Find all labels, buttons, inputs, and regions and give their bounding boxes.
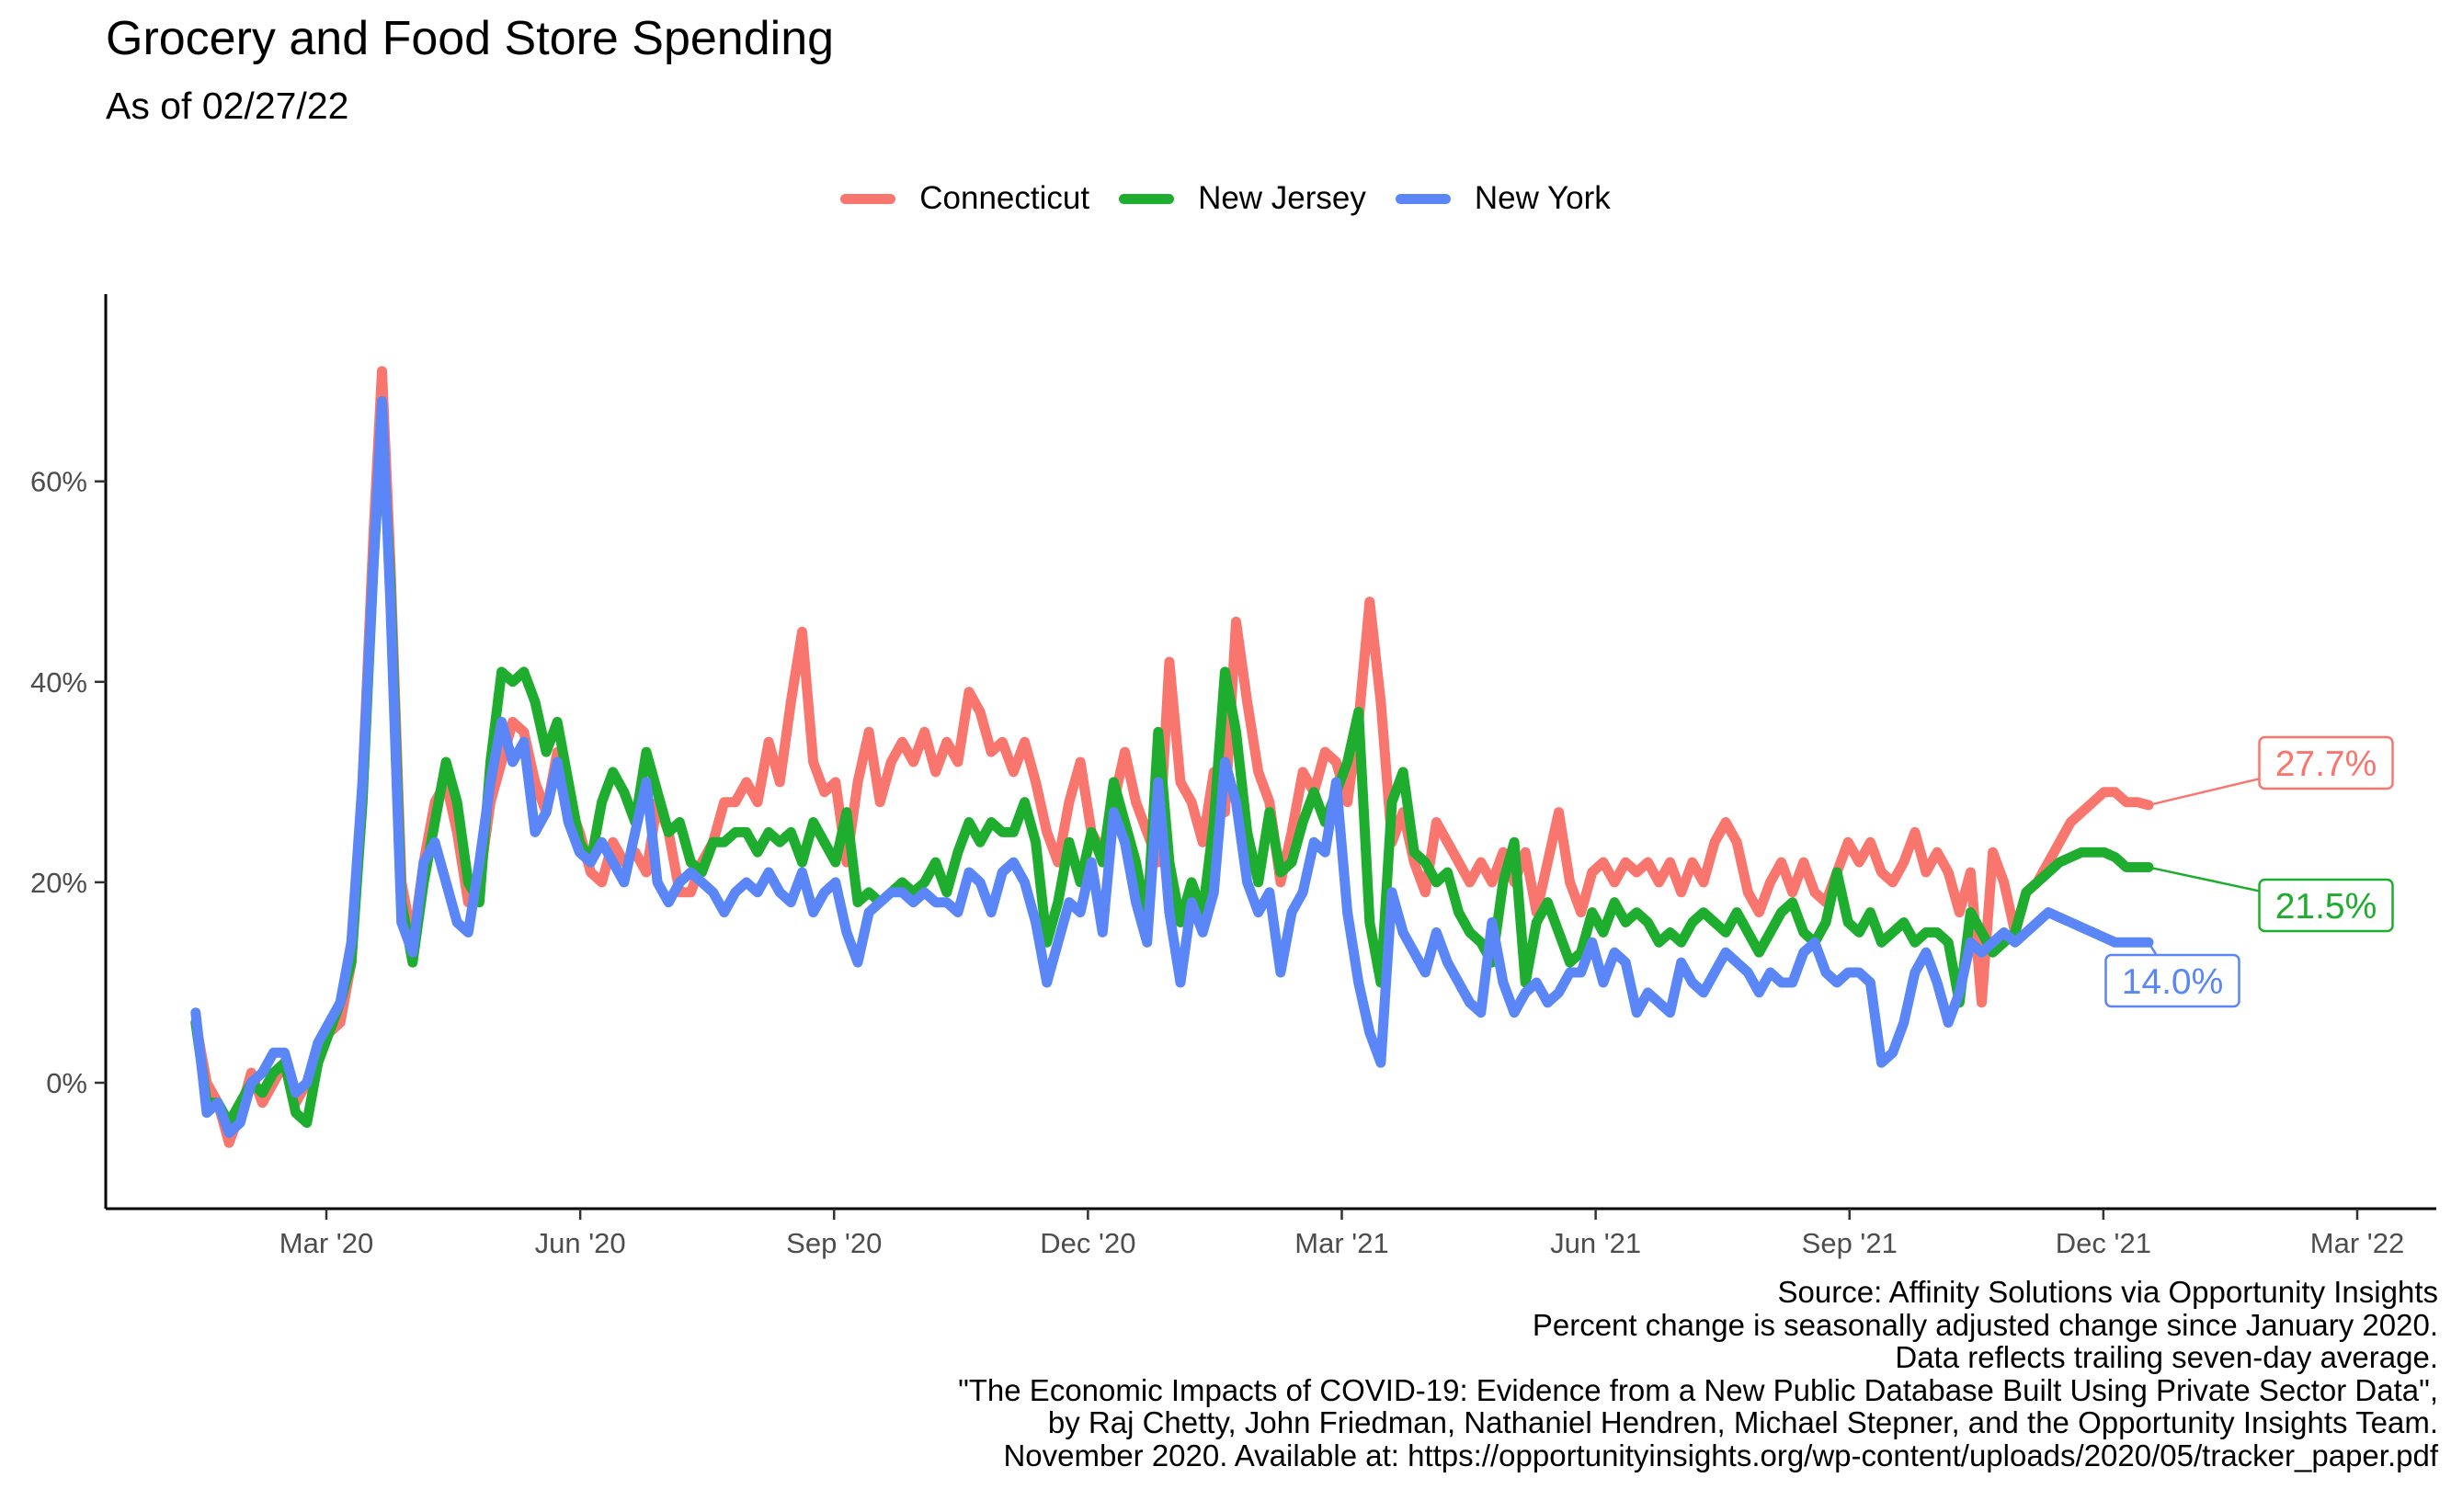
x-tick-label: Sep '21: [1802, 1227, 1898, 1259]
end-label-connecticut: 27.7%: [2148, 735, 2394, 807]
end-label-text: 21.5%: [2275, 887, 2377, 927]
x-tick-label: Mar '21: [1294, 1227, 1388, 1259]
y-tick-label: 20%: [30, 867, 87, 899]
caption-line-3: Data reflects trailing seven-day average…: [1895, 1340, 2438, 1374]
x-tick-label: Jun '21: [1550, 1227, 1641, 1259]
series-layer: [190, 366, 2154, 1148]
line-chart: 0% 20% 40% 60% Mar '20 Jun '20 Sep '20 Dec '20 M…: [30, 294, 2436, 1259]
y-tick-label: 40%: [30, 666, 87, 699]
y-tick-label: 0%: [46, 1067, 87, 1099]
end-label-new-jersey: 21.5%: [2148, 866, 2394, 933]
legend-swatch-new-york: [1395, 193, 1451, 204]
legend-item-connecticut: Connecticut: [840, 180, 1089, 217]
x-tick-label: Dec '20: [1040, 1227, 1135, 1259]
caption-line-6: November 2020. Available at: https://opp…: [1003, 1438, 2438, 1472]
chart-subtitle: As of 02/27/22: [106, 85, 349, 127]
x-tick-label: Dec '21: [2056, 1227, 2151, 1259]
end-label-new-york: 14.0%: [2104, 941, 2240, 1008]
legend-item-new-jersey: New Jersey: [1119, 180, 1366, 217]
series-line-new-york: [190, 396, 2154, 1138]
x-tick-label: Jun '20: [535, 1227, 626, 1259]
caption-line-1: Source: Affinity Solutions via Opportuni…: [1777, 1275, 2438, 1309]
end-label-text: 27.7%: [2275, 745, 2377, 784]
legend: Connecticut New Jersey New York: [0, 180, 2451, 217]
end-label-text: 14.0%: [2122, 962, 2224, 1002]
source-caption: Source: Affinity Solutions via Opportuni…: [958, 1276, 2438, 1472]
x-tick-label: Mar '22: [2310, 1227, 2404, 1259]
legend-swatch-new-jersey: [1119, 193, 1175, 204]
legend-label-new-york: New York: [1474, 180, 1611, 216]
legend-item-new-york: New York: [1395, 180, 1611, 217]
chart-title: Grocery and Food Store Spending: [106, 12, 835, 65]
end-label-box: [2258, 878, 2394, 933]
legend-label-connecticut: Connecticut: [919, 180, 1090, 216]
caption-line-5: by Raj Chetty, John Friedman, Nathaniel …: [1047, 1405, 2438, 1439]
legend-label-new-jersey: New Jersey: [1198, 180, 1366, 216]
end-labels: 27.7% 21.5% 14.0%: [2104, 735, 2394, 1008]
legend-swatch-connecticut: [840, 193, 896, 204]
series-line-connecticut: [190, 366, 2154, 1148]
y-tick-label: 60%: [30, 466, 87, 498]
caption-line-2: Percent change is seasonally adjusted ch…: [1532, 1307, 2438, 1342]
end-label-box: [2258, 735, 2394, 790]
end-label-box: [2104, 953, 2240, 1008]
caption-line-4: "The Economic Impacts of COVID-19: Evide…: [958, 1372, 2438, 1407]
x-tick-label: Sep '20: [786, 1227, 882, 1259]
x-tick-label: Mar '20: [279, 1227, 373, 1259]
axes: 0% 20% 40% 60% Mar '20 Jun '20 Sep '20 Dec '20 M…: [30, 294, 2436, 1259]
